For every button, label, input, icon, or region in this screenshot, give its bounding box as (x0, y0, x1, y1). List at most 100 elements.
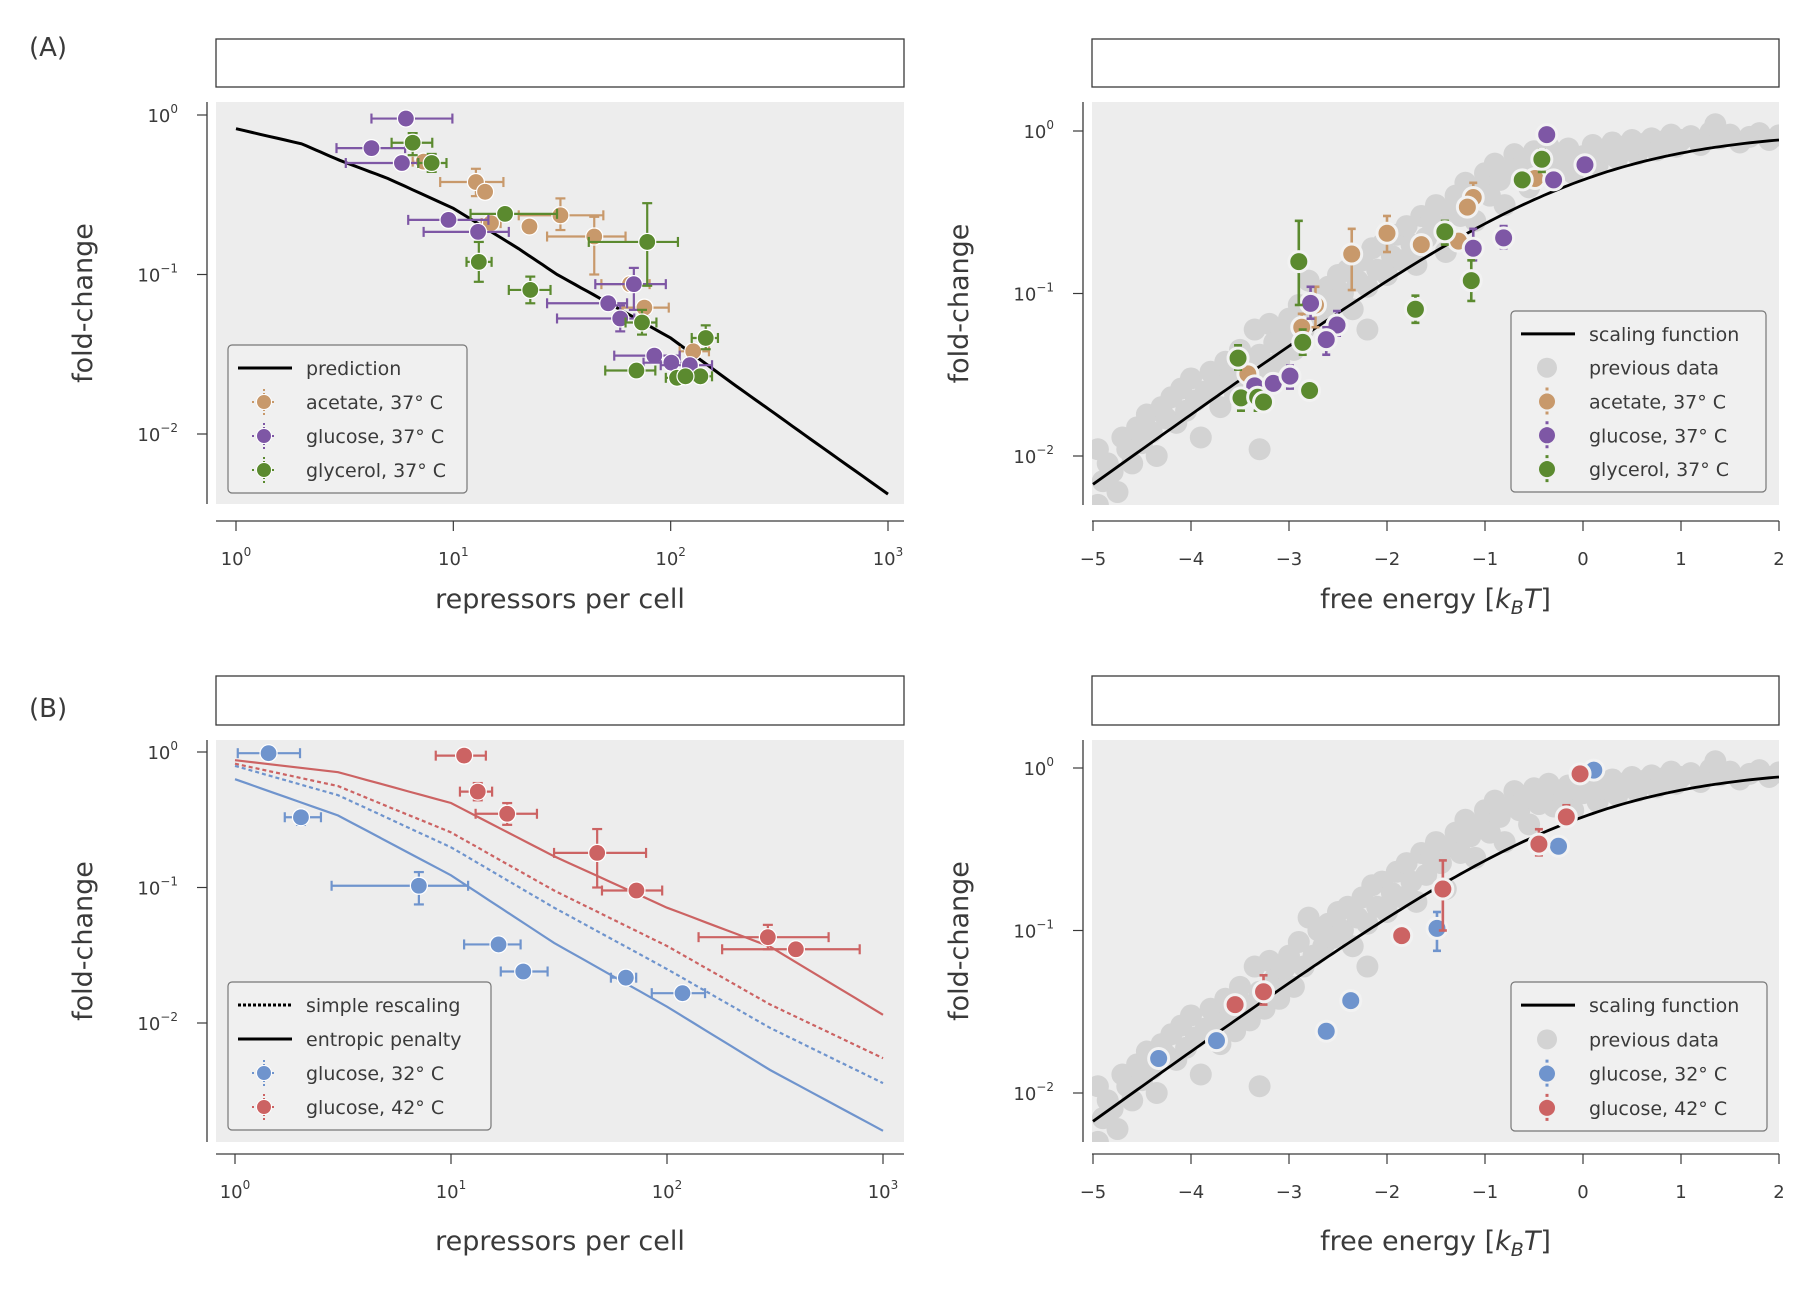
x-label-sub: B (1511, 1239, 1524, 1261)
legend-item: glycerol, 37° C (252, 457, 446, 483)
marker (362, 139, 381, 158)
plot-area (1092, 750, 1779, 1142)
marker (662, 353, 681, 372)
marker (1461, 236, 1485, 260)
data-point (721, 940, 861, 959)
y-tick-exp: −1 (1036, 281, 1054, 295)
legend-item: scaling function (1521, 995, 1739, 1017)
legend-item: previous data (1537, 357, 1719, 380)
data-point (1403, 294, 1427, 325)
x-tick-label: −3 (1276, 1182, 1303, 1203)
marker (786, 940, 805, 959)
x-label-sub: B (1511, 597, 1524, 619)
data-point (1431, 859, 1455, 932)
x-tick-base: 10 (652, 1182, 675, 1203)
previous-data-point (1768, 124, 1779, 147)
theory-line (234, 762, 884, 1060)
data-point (1252, 974, 1276, 1006)
legend-item: glucose, 32° C (252, 1060, 444, 1086)
data-point (1568, 762, 1592, 786)
x-tick-label: 101 (438, 545, 469, 570)
data-point (1527, 827, 1551, 857)
marker (1278, 364, 1302, 388)
x-tick-label: 2 (1773, 549, 1784, 570)
data-point (1535, 123, 1559, 147)
x-axis-label: repressors per cell (435, 584, 685, 615)
marker (514, 962, 533, 981)
marker (1204, 1029, 1228, 1053)
legend-label: previous data (1589, 358, 1719, 380)
data-point (434, 746, 487, 765)
y-tick-label: 10−1 (1013, 918, 1054, 943)
data-point (1554, 803, 1578, 829)
y-tick-base: 10 (147, 106, 170, 127)
legend-label: glycerol, 37° C (1589, 459, 1729, 481)
y-tick-exp: 0 (1046, 118, 1054, 132)
x-label-t: T (1524, 584, 1543, 615)
previous-data-point (1106, 1118, 1129, 1141)
legend-label: glucose, 37° C (306, 426, 444, 448)
legend-marker-icon (1539, 393, 1555, 410)
marker (1510, 168, 1534, 192)
theory-line (235, 127, 889, 496)
marker (495, 204, 515, 223)
title-box (1091, 675, 1780, 726)
legend-item: glucose, 37° C (252, 423, 444, 449)
previous-data-point (1229, 975, 1251, 998)
x-tick-label: −1 (1472, 549, 1499, 570)
x-tick-exp: 2 (678, 545, 686, 559)
title-box (1091, 38, 1780, 88)
x-tick-label: −5 (1080, 1182, 1107, 1203)
x-label-k: k (1495, 584, 1512, 615)
previous-data-point (1356, 275, 1379, 298)
marker (1226, 346, 1250, 370)
data-point (344, 153, 420, 173)
data-point (1147, 1047, 1171, 1071)
marker (1298, 378, 1322, 402)
y-tick-label: 100 (1023, 755, 1054, 780)
previous-data-point (1092, 1075, 1109, 1098)
legend-marker-icon (1539, 427, 1555, 444)
data-point (499, 962, 549, 981)
legend-marker-icon (256, 462, 272, 478)
previous-data-point (1415, 863, 1438, 886)
marker (1390, 924, 1414, 948)
legend-marker-icon (256, 428, 272, 444)
data-point (1510, 168, 1534, 192)
marker (1403, 297, 1427, 321)
y-tick-label: 10−2 (1013, 1080, 1054, 1105)
data-point (370, 109, 454, 128)
marker (409, 876, 428, 895)
y-tick-label: 10−1 (137, 875, 178, 900)
y-tick-exp: 0 (170, 102, 178, 116)
previous-data-point (1145, 1082, 1168, 1104)
legend-label: scaling function (1589, 324, 1739, 346)
x-label-end: ] (1540, 1226, 1551, 1257)
marker (259, 744, 278, 763)
marker (676, 367, 695, 386)
legend-label: glucose, 42° C (1589, 1098, 1727, 1120)
y-tick-base: 10 (1013, 447, 1036, 468)
y-tick-base: 10 (1023, 122, 1046, 143)
marker (1568, 762, 1592, 786)
previous-data-point (1356, 318, 1379, 341)
marker (422, 153, 441, 173)
data-point (1261, 371, 1285, 395)
marker (1252, 980, 1276, 1004)
previous-data-point (1180, 367, 1202, 390)
previous-data-point (1331, 282, 1354, 305)
data-point (676, 367, 695, 386)
plot-area (235, 109, 889, 496)
data-point (1459, 259, 1483, 303)
x-tick-base: 10 (873, 549, 896, 570)
data-point (1390, 924, 1414, 948)
previous-data-point (1282, 975, 1305, 998)
marker (588, 843, 607, 863)
marker (1340, 242, 1364, 266)
marker (1573, 153, 1597, 177)
legend-item: acetate, 37° C (1539, 387, 1726, 416)
legend: scaling function previous data glucose, 32… (1510, 981, 1768, 1132)
marker (520, 217, 539, 236)
marker (645, 346, 664, 365)
y-tick-base: 10 (1013, 1084, 1036, 1105)
